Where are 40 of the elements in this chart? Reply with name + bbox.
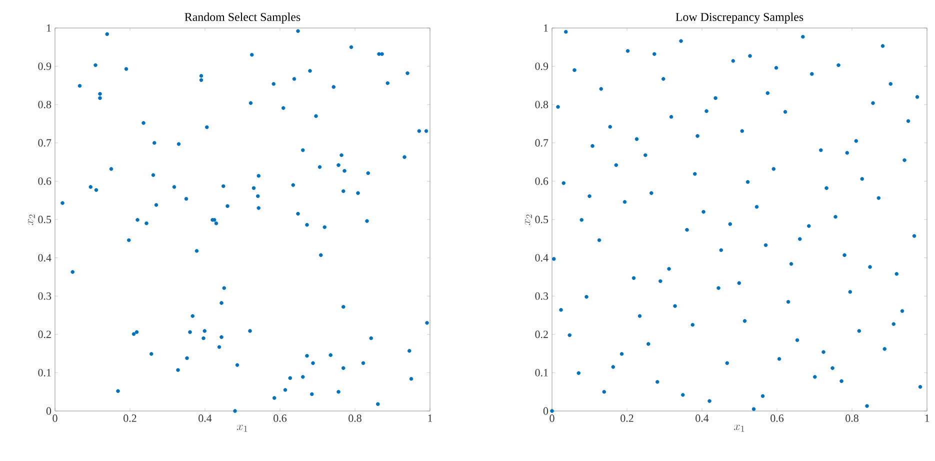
x-tick-label: 0 xyxy=(52,414,58,422)
y-tick-label: 0.6 xyxy=(38,177,52,185)
x-tick-label: 0.6 xyxy=(274,414,287,422)
y-tick-label: 0.5 xyxy=(535,216,548,224)
y-tick-label: 0.6 xyxy=(535,177,548,185)
y-tick-label: 0.3 xyxy=(38,292,52,300)
x-axis-title: $x_1$ xyxy=(734,424,744,432)
x-axis-title: $x_1$ xyxy=(236,424,248,432)
y-axis-title: $x_2$ xyxy=(524,214,532,226)
y-tick-label: 0.8 xyxy=(38,100,52,108)
y-tick-label: 1 xyxy=(544,24,548,32)
y-tick-label: 0.2 xyxy=(38,330,51,338)
y-tick-label: 0.7 xyxy=(535,139,548,147)
x-tick-label: 0.6 xyxy=(770,414,784,422)
y-tick-label: 0.5 xyxy=(38,216,52,224)
x-tick-label: 0.4 xyxy=(696,414,709,422)
y-tick-label: 0 xyxy=(543,407,548,415)
y-tick-label: 0.4 xyxy=(535,254,548,262)
y-tick-label: 0.4 xyxy=(38,254,52,262)
x-tick-label: 1 xyxy=(428,414,432,422)
x-tick-label: 0.2 xyxy=(620,414,634,422)
y-tick-label: 0.8 xyxy=(535,100,548,108)
y-tick-label: 0.7 xyxy=(38,139,52,147)
chart-title: Random Select Samples xyxy=(184,12,300,24)
y-axis-title: $x_2$ xyxy=(28,214,35,226)
x-tick-label: 1 xyxy=(925,414,930,422)
y-tick-label: 0.1 xyxy=(535,368,548,376)
chart-title: Low Discrepancy Samples xyxy=(676,12,804,24)
x-tick-label: 0 xyxy=(550,414,554,422)
x-tick-label: 0.2 xyxy=(124,414,136,422)
x-tick-label: 0.8 xyxy=(846,414,858,422)
y-tick-label: 0 xyxy=(46,407,52,415)
y-tick-label: 1 xyxy=(46,24,51,32)
y-tick-label: 0.3 xyxy=(535,292,548,300)
y-tick-label: 0.9 xyxy=(38,62,52,70)
y-tick-label: 0.9 xyxy=(535,62,548,70)
x-tick-label: 0.8 xyxy=(348,414,362,422)
y-tick-label: 0.1 xyxy=(38,368,51,376)
y-tick-label: 0.2 xyxy=(535,330,548,338)
x-tick-label: 0.4 xyxy=(198,414,212,422)
